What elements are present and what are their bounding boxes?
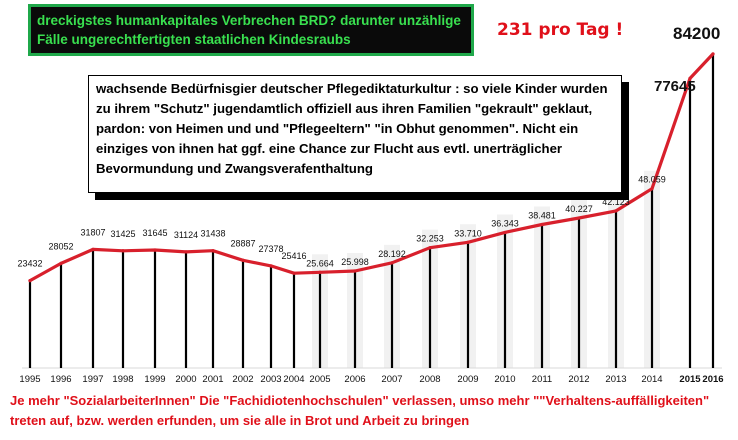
data-point xyxy=(688,76,692,80)
year-tick: 2006 xyxy=(344,374,365,385)
data-point xyxy=(241,258,245,262)
value-label: 31645 xyxy=(142,228,167,238)
data-point xyxy=(59,261,63,265)
year-tick: 1995 xyxy=(19,374,40,385)
rate-label: 231 pro Tag ! xyxy=(497,20,624,40)
info-text: wachsende Bedürfnisgier deutscher Pflege… xyxy=(96,81,608,176)
value-label: 33.710 xyxy=(454,228,482,238)
year-tick: 2014 xyxy=(641,374,662,385)
value-label: 42.123 xyxy=(602,197,630,207)
year-tick: 2002 xyxy=(232,374,253,385)
year-tick: 1997 xyxy=(82,374,103,385)
data-point xyxy=(577,216,581,220)
data-point xyxy=(428,246,432,250)
value-label: 77645 xyxy=(654,78,696,95)
value-label: 38.481 xyxy=(528,210,556,220)
value-label: 28.192 xyxy=(378,249,406,259)
year-tick: 2015 xyxy=(679,374,701,385)
year-tick: 1999 xyxy=(144,374,165,385)
year-tick: 1998 xyxy=(112,374,133,385)
value-label: 27378 xyxy=(258,244,283,254)
data-point xyxy=(184,250,188,254)
data-point xyxy=(503,230,507,235)
value-label: 25.664 xyxy=(306,258,334,268)
value-label: 84200 xyxy=(673,24,720,43)
data-point xyxy=(318,270,322,274)
year-tick: 2007 xyxy=(381,374,402,385)
year-tick: 1996 xyxy=(50,374,71,385)
value-label: 31425 xyxy=(110,229,135,239)
title-text: dreckigstes humankapitales Verbrechen BR… xyxy=(37,13,461,47)
value-label: 31124 xyxy=(174,230,198,240)
title-banner: dreckigstes humankapitales Verbrechen BR… xyxy=(28,4,474,56)
data-point xyxy=(353,269,357,273)
value-label: 28052 xyxy=(48,241,73,251)
data-point xyxy=(711,52,715,56)
year-tick: 2016 xyxy=(702,374,723,385)
year-tick: 2001 xyxy=(202,374,223,385)
value-label: 31438 xyxy=(200,229,225,239)
data-point xyxy=(91,247,95,251)
value-label: 32.253 xyxy=(416,234,444,244)
data-point xyxy=(121,249,125,253)
data-point xyxy=(28,278,32,283)
value-label: 31807 xyxy=(80,227,105,237)
year-tick: 2009 xyxy=(457,374,478,385)
year-tick: 2013 xyxy=(605,374,626,385)
year-tick: 2008 xyxy=(419,374,440,385)
year-tick: 2004 xyxy=(283,374,304,385)
value-label: 25416 xyxy=(281,251,306,261)
data-point xyxy=(269,264,273,268)
year-tick: 2010 xyxy=(494,374,515,385)
year-tick: 2011 xyxy=(532,374,552,385)
data-point xyxy=(390,261,394,265)
value-label: 28887 xyxy=(230,238,255,248)
data-point xyxy=(650,187,654,191)
year-tick: 2005 xyxy=(309,374,330,385)
year-tick: 2003 xyxy=(260,374,281,385)
value-label: 40.227 xyxy=(565,204,593,214)
series-line xyxy=(28,52,715,283)
data-point xyxy=(153,248,157,252)
value-label: 25.998 xyxy=(341,257,369,267)
year-tick: 2000 xyxy=(175,374,196,385)
data-point xyxy=(211,249,215,253)
data-point xyxy=(292,271,296,275)
value-label: 48.059 xyxy=(638,175,666,185)
value-label: 36.343 xyxy=(491,218,519,228)
data-point xyxy=(614,209,618,213)
data-point xyxy=(466,240,470,244)
data-point xyxy=(540,222,544,227)
info-box: wachsende Bedürfnisgier deutscher Pflege… xyxy=(88,75,622,193)
value-label: 23432 xyxy=(17,259,42,269)
footer-text: Je mehr "SozialarbeiterInnen" Die "Fachi… xyxy=(10,393,710,428)
year-tick: 2012 xyxy=(568,374,589,385)
